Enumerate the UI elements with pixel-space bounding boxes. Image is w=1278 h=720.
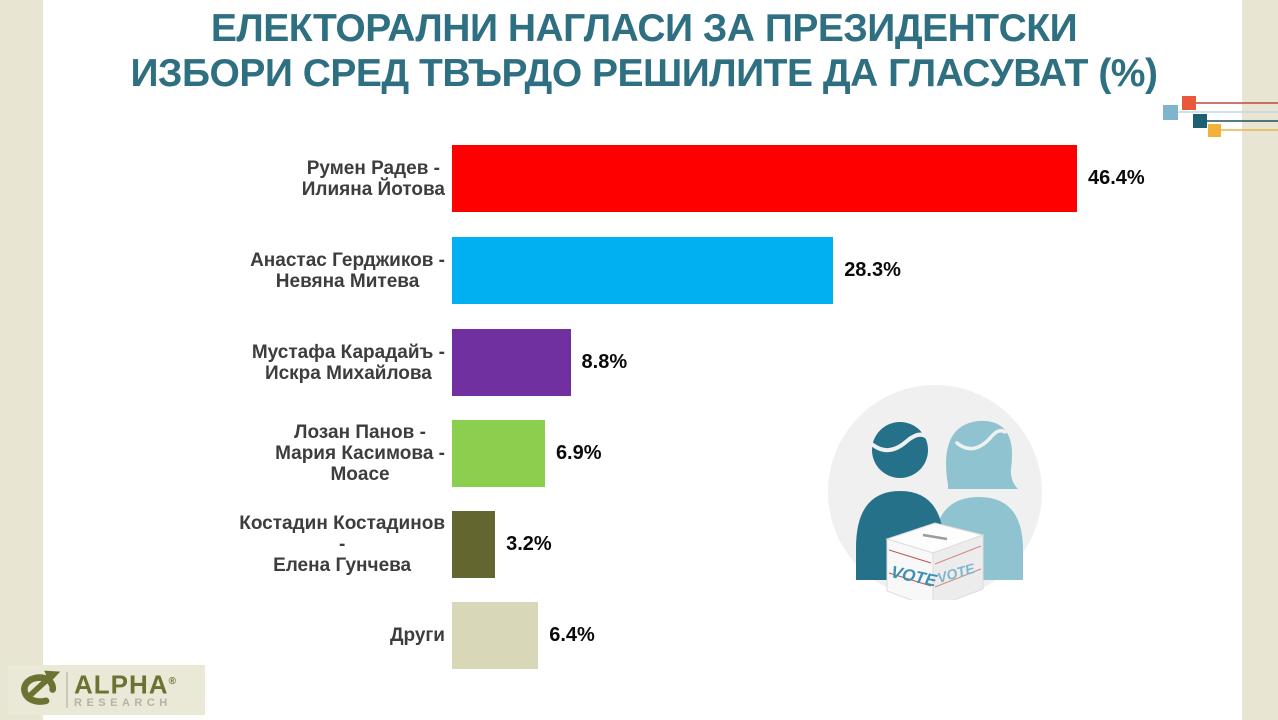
bar-value-4: 6.9% [555, 442, 602, 464]
decor-square-4 [1208, 124, 1221, 137]
bar-2 [452, 237, 834, 304]
bar-1 [452, 145, 1077, 212]
vote-label-front: VOTE [889, 562, 939, 590]
man-silhouette-icon [856, 422, 944, 580]
right-border-strip [1242, 0, 1278, 720]
category-label-1: Румен Радев - Илияна Йотова [301, 157, 445, 200]
alpha-research-logo: ALPHA® RESEARCH [8, 665, 205, 715]
bar-value-5: 3.2% [506, 533, 552, 555]
bar-4 [452, 420, 545, 487]
bar-6 [452, 602, 539, 669]
category-label-5: Костадин Костадинов - Елена Гунчева [239, 513, 445, 576]
category-label-4: Лозан Панов - Мария Касимова - Моасе [275, 422, 445, 485]
category-label-3: Мустафа Карадайъ - Искра Михайлова [251, 341, 445, 384]
bar-value-2: 28.3% [844, 259, 901, 281]
logo-name: ALPHA® [74, 669, 177, 700]
chart-title-line1: ЕЛЕКТОРАЛНИ НАГЛАСИ ЗА ПРЕЗИДЕНТСКИ [210, 7, 1078, 50]
vote-label-side: VOTE [935, 560, 977, 586]
bar-value-1: 46.4% [1088, 167, 1145, 189]
alpha-research-logo-mark-icon [21, 670, 61, 705]
logo-divider [66, 672, 68, 708]
bar-value-6: 6.4% [549, 624, 595, 646]
logo-subtitle: RESEARCH [74, 696, 172, 709]
bar-3 [452, 329, 571, 396]
left-border-strip [0, 0, 43, 720]
voters-illustration: VOTE VOTE [828, 385, 1042, 600]
logo-name-text: ALPHA [74, 669, 169, 700]
chart-title: ЕЛЕКТОРАЛНИ НАГЛАСИ ЗА ПРЕЗИДЕНТСКИ ИЗБО… [60, 6, 1228, 96]
bar-value-3: 8.8% [581, 351, 628, 373]
decor-square-1 [1182, 96, 1196, 110]
illustration-circle [828, 385, 1042, 599]
woman-silhouette-icon [934, 420, 1023, 580]
decor-square-2 [1163, 105, 1178, 120]
category-label-2: Анастас Герджиков - Невяна Митева [250, 249, 445, 292]
category-label-6: Други [389, 625, 445, 646]
logo-registered-mark: ® [168, 676, 177, 688]
bar-5 [452, 511, 496, 578]
ballot-box-icon: VOTE VOTE [885, 522, 985, 600]
decor-square-3 [1193, 114, 1207, 128]
chart-title-line2: ИЗБОРИ СРЕД ТВЪРДО РЕШИЛИТЕ ДА ГЛАСУВАТ … [130, 52, 1158, 95]
